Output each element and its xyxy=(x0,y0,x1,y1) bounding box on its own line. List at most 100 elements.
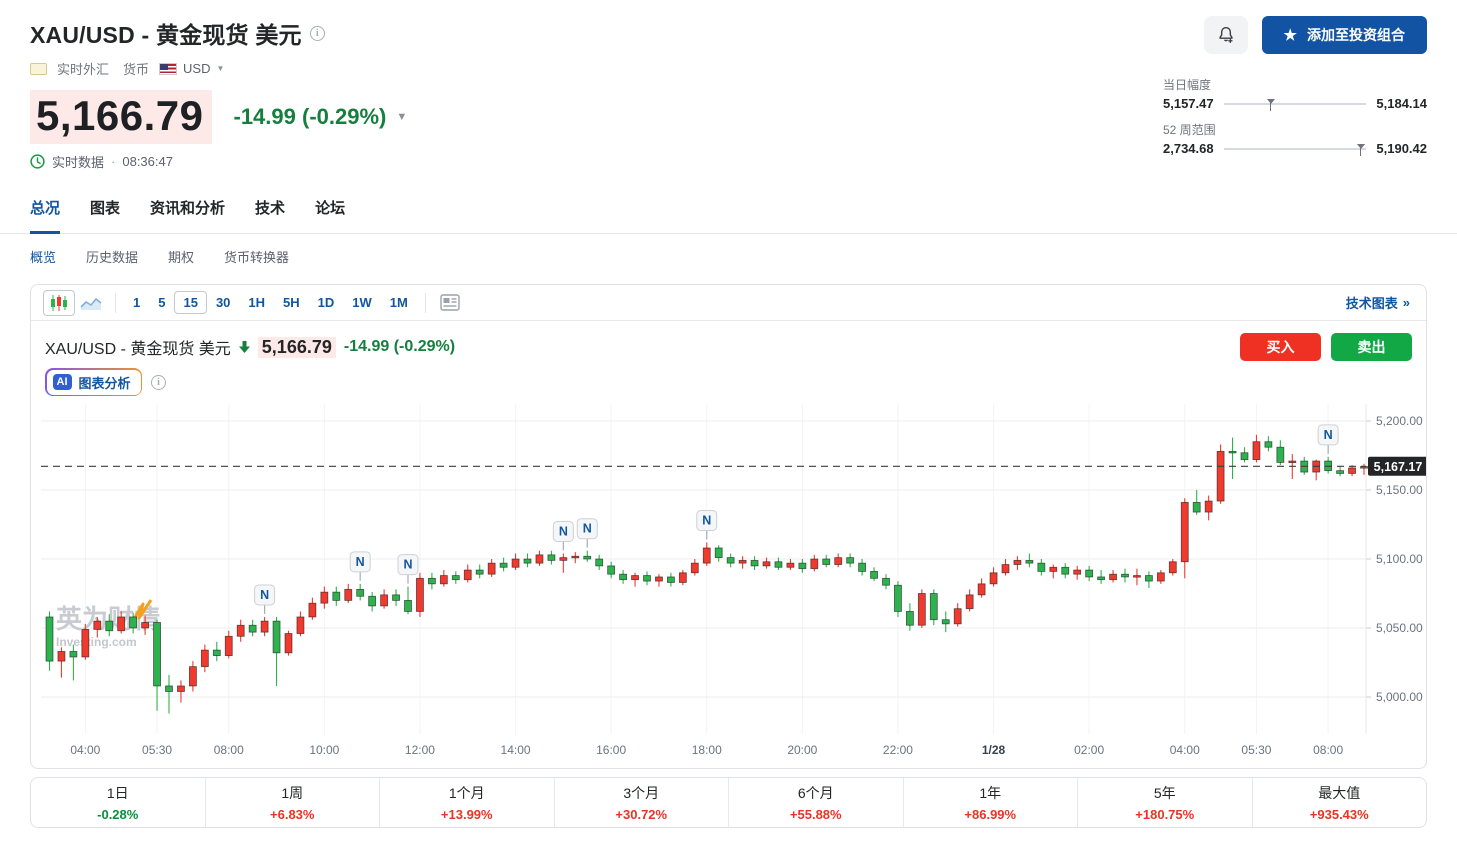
candle-body xyxy=(822,558,831,565)
technical-chart-link[interactable]: 技术图表 » xyxy=(1345,295,1410,311)
perf-5y[interactable]: 5年 +180.75% xyxy=(1077,778,1252,827)
candle-body xyxy=(798,562,807,570)
tab-technical[interactable]: 技术 xyxy=(255,200,286,217)
sell-button[interactable]: 卖出 xyxy=(1331,333,1412,361)
candle-body xyxy=(1037,562,1046,572)
subtab-overview[interactable]: 概览 xyxy=(30,250,57,265)
candle-body xyxy=(69,651,78,658)
tab-forum[interactable]: 论坛 xyxy=(315,200,346,217)
candle-body xyxy=(1013,559,1022,565)
candle-body xyxy=(188,666,197,687)
tab-news-analysis[interactable]: 资讯和分析 xyxy=(150,200,226,217)
perf-3m[interactable]: 3个月 +30.72% xyxy=(553,778,729,827)
add-to-portfolio-button[interactable]: ★ 添加至投资组合 xyxy=(1261,16,1427,54)
timeframe-5h[interactable]: 5H xyxy=(274,291,309,314)
chart-instrument-title: XAU/USD - 黄金现货 美元 xyxy=(45,341,231,358)
candle-body xyxy=(463,569,472,581)
perf-6m[interactable]: 6个月 +55.88% xyxy=(728,778,903,827)
sub-tabs: 概览 历史数据 期权 货币转换器 xyxy=(0,234,1457,270)
candle-body xyxy=(1168,561,1177,574)
candle-body xyxy=(631,575,639,581)
week52-range-marker xyxy=(1356,144,1365,156)
candle-body xyxy=(965,594,974,610)
subtab-historical-data[interactable]: 历史数据 xyxy=(86,250,139,265)
y-axis-label: 5,200.00 xyxy=(1376,414,1423,428)
subtab-options[interactable]: 期权 xyxy=(168,250,195,265)
info-icon[interactable]: i xyxy=(151,374,167,390)
perf-1m[interactable]: 1个月 +13.99% xyxy=(379,778,554,827)
candle-body xyxy=(929,593,938,621)
candle-body xyxy=(439,575,448,585)
news-marker-glyph: N xyxy=(702,513,711,527)
subtab-currency-converter[interactable]: 货币转换器 xyxy=(224,250,290,265)
candle-body xyxy=(917,593,926,626)
candle-body xyxy=(129,616,138,629)
tab-chart[interactable]: 图表 xyxy=(90,200,121,217)
candle-body xyxy=(750,559,759,567)
perf-1d[interactable]: 1日 -0.28% xyxy=(97,785,139,822)
timeframe-5[interactable]: 5 xyxy=(149,291,174,314)
candle-body xyxy=(882,577,890,586)
news-marker[interactable] xyxy=(696,509,718,531)
candle-body xyxy=(858,562,866,572)
currency-value: USD xyxy=(183,61,211,76)
news-marker[interactable] xyxy=(349,551,371,573)
x-axis-label: 05:30 xyxy=(142,743,172,757)
candle-body xyxy=(1180,502,1189,563)
info-icon[interactable]: i xyxy=(309,25,325,41)
candle-body xyxy=(702,547,711,564)
candle-body xyxy=(260,620,269,633)
candle-body xyxy=(1085,569,1094,578)
timeframe-1m[interactable]: 1M xyxy=(381,291,417,314)
ai-chart-analysis-button[interactable]: AI 图表分析 xyxy=(45,368,143,396)
last-price-label: 5,167.17 xyxy=(1374,460,1423,474)
candle-body xyxy=(1240,452,1249,461)
candle-body xyxy=(523,558,532,564)
timeframe-30[interactable]: 30 xyxy=(207,291,239,314)
candle-body xyxy=(834,557,843,565)
news-events-button[interactable] xyxy=(434,290,466,316)
candle-body xyxy=(786,562,795,568)
candle-body xyxy=(1145,575,1153,582)
day-range-slider xyxy=(1223,99,1367,111)
candle-body xyxy=(655,576,663,582)
news-marker[interactable] xyxy=(552,520,574,542)
candle-body xyxy=(105,620,114,632)
tab-overview[interactable]: 总况 xyxy=(30,197,61,234)
news-marker[interactable] xyxy=(254,584,276,606)
buy-button[interactable]: 买入 xyxy=(1240,333,1321,361)
timeframe-15[interactable]: 15 xyxy=(174,291,207,314)
currency-selector[interactable]: USD ▼ xyxy=(159,61,224,76)
us-flag-icon xyxy=(159,62,178,75)
candlestick-type-button[interactable] xyxy=(43,289,75,316)
candle-body xyxy=(45,616,54,662)
candle-body xyxy=(690,562,699,574)
perf-max[interactable]: 最大值 +935.43% xyxy=(1251,778,1427,827)
create-alert-button[interactable] xyxy=(1203,16,1248,54)
header: XAU/USD - 黄金现货 美元 i 实时外汇 货币 USD ▼ 5,166.… xyxy=(0,0,1457,171)
area-chart-type-button[interactable] xyxy=(75,290,107,316)
candle-body xyxy=(547,554,556,561)
candle-body xyxy=(404,599,412,612)
y-axis-label: 5,100.00 xyxy=(1376,552,1423,566)
candle-body xyxy=(344,588,353,601)
price-chart[interactable]: 5,200.00 5,150.00 5,100.00 5,050.00 5,000.00… xyxy=(31,396,1426,768)
perf-1y[interactable]: 1年 +86.99% xyxy=(902,778,1078,827)
change-dropdown-icon[interactable]: ▼ xyxy=(396,111,408,123)
candle-body xyxy=(906,611,914,626)
news-marker[interactable] xyxy=(397,554,419,576)
news-marker[interactable] xyxy=(576,518,598,540)
candle-body xyxy=(667,576,675,583)
week52-range-label: 52 周范围 xyxy=(1163,123,1216,137)
candle-body xyxy=(416,577,424,612)
candle-body xyxy=(762,561,771,567)
timeframe-1[interactable]: 1 xyxy=(124,291,149,314)
perf-1w[interactable]: 1周 +6.83% xyxy=(204,778,380,827)
candle-body xyxy=(212,649,221,657)
timeframe-1w[interactable]: 1W xyxy=(343,291,381,314)
timeframe-1d[interactable]: 1D xyxy=(309,291,344,314)
candle-body xyxy=(141,622,149,629)
timeframe-1h[interactable]: 1H xyxy=(239,291,274,314)
news-marker[interactable] xyxy=(1317,424,1339,446)
candle-body xyxy=(451,575,460,581)
